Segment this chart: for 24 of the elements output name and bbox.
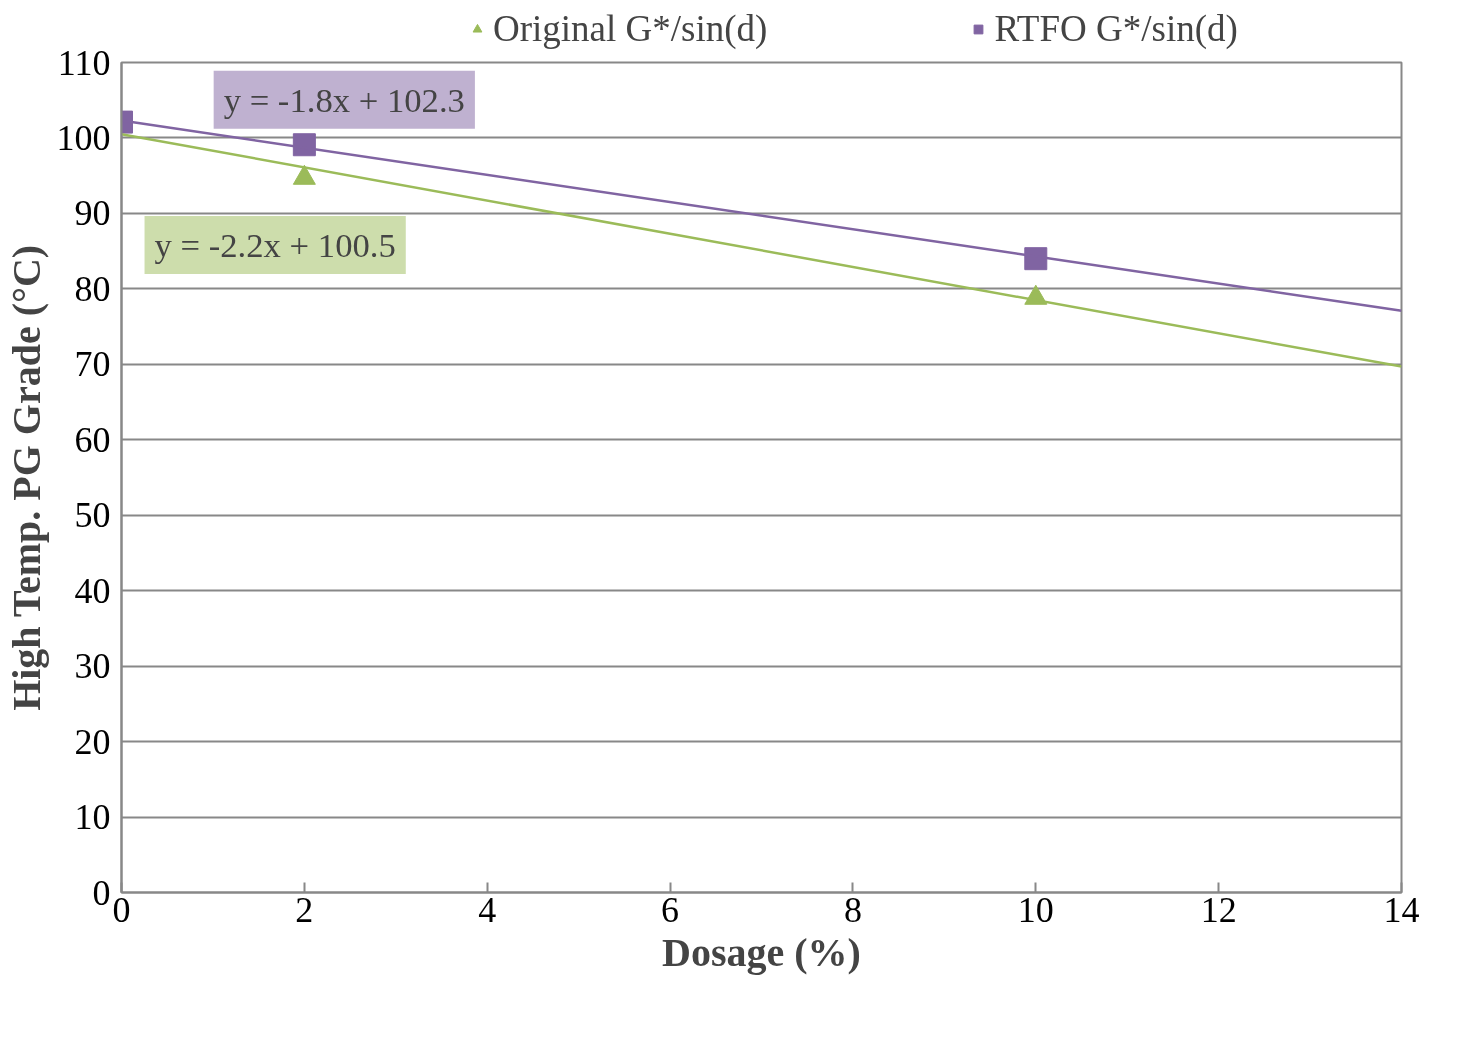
y-tick-label: 60 <box>74 419 111 460</box>
annotation: y = -2.2x + 100.5 <box>154 226 396 265</box>
y-tick-label: 70 <box>74 344 111 385</box>
x-axis-title: Dosage (%) <box>662 929 861 975</box>
x-tick-label: 6 <box>661 889 680 930</box>
x-tick-label: 2 <box>295 889 314 930</box>
x-tick-label: 4 <box>478 889 497 930</box>
x-tick-label: 8 <box>843 889 862 930</box>
annotation: y = -1.8x + 102.3 <box>223 80 465 119</box>
y-tick-label: 110 <box>57 42 111 83</box>
x-tick-label: 14 <box>1383 889 1420 930</box>
y-tick-label: 40 <box>74 570 111 611</box>
y-axis-title: High Temp. PG Grade (°C) <box>3 244 49 711</box>
legend-label: Original G*/sin(d) <box>493 7 768 50</box>
y-tick-label: 50 <box>74 495 111 536</box>
x-tick-label: 10 <box>1017 889 1054 930</box>
y-tick-label: 90 <box>74 193 111 234</box>
y-tick-label: 80 <box>74 268 111 309</box>
y-tick-label: 100 <box>56 117 111 158</box>
y-tick-label: 20 <box>74 721 111 762</box>
legend-label: RTFO G*/sin(d) <box>994 7 1238 50</box>
y-tick-label: 10 <box>74 797 111 838</box>
x-tick-label: 12 <box>1200 889 1237 930</box>
y-tick-label: 30 <box>74 646 111 687</box>
